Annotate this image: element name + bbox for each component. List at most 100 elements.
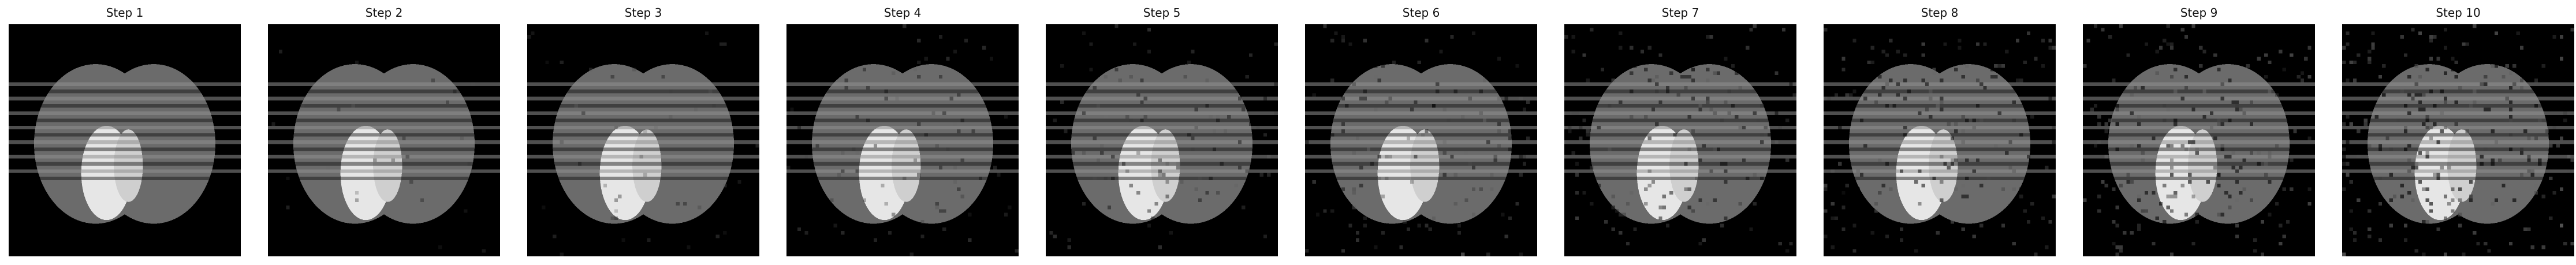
stripe-light xyxy=(2083,82,2315,86)
stripe-dark xyxy=(1330,133,1512,137)
stripe-light xyxy=(1305,96,1537,100)
bright-region-right xyxy=(1669,129,1699,202)
stripe-dark xyxy=(1848,133,2031,137)
stripe-dark xyxy=(1330,104,1512,108)
stripe-dark xyxy=(1330,89,1512,94)
stripe-dark xyxy=(293,118,475,122)
panel-step-4: Step 4 xyxy=(786,0,1019,265)
stripe-light xyxy=(2083,140,2315,144)
stripe-dark xyxy=(33,104,216,108)
stripe-dark xyxy=(811,104,994,108)
stripe-dark xyxy=(811,147,994,151)
stripe-light xyxy=(1305,155,1537,159)
stripe-light xyxy=(527,111,759,115)
stripe-light xyxy=(1046,169,1278,173)
phantom-image xyxy=(1305,24,1537,256)
stripe-dark xyxy=(1330,147,1512,151)
phantom-image xyxy=(1824,24,2056,256)
stripe-light xyxy=(1824,111,2056,115)
stripe-light xyxy=(2342,82,2574,86)
stripe-dark xyxy=(2108,176,2290,181)
stripe-light xyxy=(2083,96,2315,100)
stripe-dark xyxy=(293,147,475,151)
noise-layer xyxy=(527,24,759,256)
stripe-dark xyxy=(2108,133,2290,137)
stripe-light xyxy=(1305,169,1537,173)
stripe-light xyxy=(786,155,1019,159)
panel-step-7: Step 7 xyxy=(1564,0,1796,265)
stripe-dark xyxy=(2367,133,2549,137)
noise-layer xyxy=(786,24,1019,256)
stripe-dark xyxy=(2108,162,2290,166)
stripe-dark xyxy=(293,133,475,137)
stripe-light xyxy=(1046,82,1278,86)
stripe-dark xyxy=(33,89,216,94)
stripe-light xyxy=(2083,111,2315,115)
stripe-light xyxy=(1824,169,2056,173)
stripe-dark xyxy=(552,147,735,151)
stripe-dark xyxy=(552,118,735,122)
stripe-light xyxy=(527,82,759,86)
stripe-light xyxy=(786,96,1019,100)
stripe-dark xyxy=(552,104,735,108)
stripe-light xyxy=(1046,155,1278,159)
stripe-light xyxy=(786,82,1019,86)
stripe-light xyxy=(9,96,241,100)
phantom-image xyxy=(1046,24,1278,256)
stripe-dark xyxy=(811,118,994,122)
stripe-dark xyxy=(811,89,994,94)
noise-layer xyxy=(1564,24,1796,253)
stripe-light xyxy=(527,169,759,173)
panel-step-2: Step 2 xyxy=(268,0,500,265)
stripe-dark xyxy=(811,176,994,181)
stripe-light xyxy=(786,169,1019,173)
stripe-light xyxy=(2083,169,2315,173)
phantom-image xyxy=(786,24,1019,256)
panel-title: Step 6 xyxy=(1402,6,1440,20)
panel-step-8: Step 8 xyxy=(1824,0,2056,265)
stripe-dark xyxy=(2367,118,2549,122)
panel-title: Step 9 xyxy=(2180,6,2218,20)
stripe-light xyxy=(1046,111,1278,115)
phantom-image xyxy=(527,24,759,256)
panel-title: Step 3 xyxy=(624,6,662,20)
stripe-light xyxy=(786,111,1019,115)
panel-title: Step 7 xyxy=(1661,6,1699,20)
stripe-light xyxy=(527,155,759,159)
stripe-light xyxy=(1564,111,1796,115)
stripe-light xyxy=(2083,125,2315,130)
stripe-light xyxy=(2083,155,2315,159)
stripe-light xyxy=(9,125,241,130)
stripe-dark xyxy=(1589,89,1772,94)
stripe-light xyxy=(268,111,500,115)
stripe-dark xyxy=(33,133,216,137)
stripe-light xyxy=(9,140,241,144)
stripe-dark xyxy=(1330,162,1512,166)
stripe-dark xyxy=(1848,89,2031,94)
phantom-image xyxy=(2083,24,2315,256)
bright-region-right xyxy=(1410,129,1440,202)
stripe-dark xyxy=(1589,133,1772,137)
stripe-light xyxy=(2342,111,2574,115)
bright-region-right xyxy=(373,129,402,202)
stripe-dark xyxy=(2367,89,2549,94)
noise-layer xyxy=(1049,24,1278,256)
stripe-light xyxy=(1305,82,1537,86)
stripe-light xyxy=(268,125,500,130)
stripe-light xyxy=(1046,96,1278,100)
stripe-dark xyxy=(1071,133,1253,137)
stripe-dark xyxy=(1848,176,2031,181)
stripe-light xyxy=(9,82,241,86)
panel-step-6: Step 6 xyxy=(1305,0,1537,265)
stripe-dark xyxy=(1071,147,1253,151)
bright-region-right xyxy=(1151,129,1180,202)
stripe-light xyxy=(2342,125,2574,130)
stripe-dark xyxy=(1589,118,1772,122)
stripe-light xyxy=(1564,140,1796,144)
stripe-light xyxy=(268,96,500,100)
stripe-dark xyxy=(552,162,735,166)
panel-title: Step 8 xyxy=(1921,6,1959,20)
stripe-dark xyxy=(811,133,994,137)
noise-layer xyxy=(1305,24,1534,256)
stripe-dark xyxy=(552,176,735,181)
